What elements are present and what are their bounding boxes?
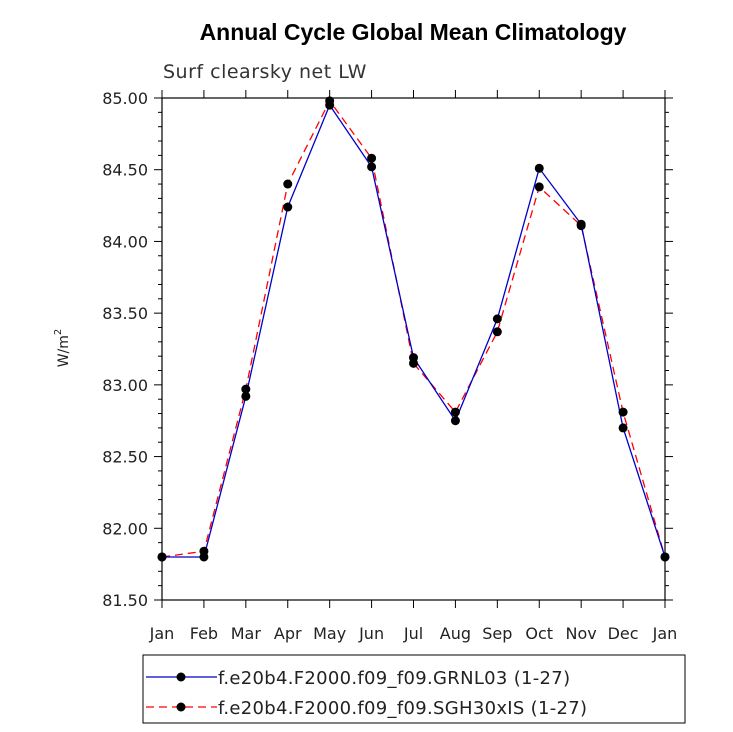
series-line-2 <box>161 99 666 558</box>
legend: f.e20b4.F2000.f09_f09.GRNL03 (1-27) f.e20… <box>146 668 587 719</box>
series-2-point <box>157 552 167 562</box>
y-tick-label: 84.00 <box>102 232 148 251</box>
series-line-1 <box>162 103 666 558</box>
series-lines <box>161 99 666 558</box>
series-1-point <box>618 423 628 433</box>
y-tick-label: 82.00 <box>102 519 148 538</box>
x-tick-label: Mar <box>231 624 262 643</box>
series-2-point <box>199 546 209 556</box>
legend-marker-2 <box>176 702 186 712</box>
chart-title: Annual Cycle Global Mean Climatology <box>200 19 627 45</box>
series-2-point <box>618 407 628 417</box>
x-tick-label: Jan <box>149 624 175 643</box>
y-axis-label: W/m2 <box>53 329 72 368</box>
legend-marker-1 <box>176 672 186 682</box>
plot-frame <box>161 97 666 601</box>
legend-label-2: f.e20b4.F2000.f09_f09.SGH30xIS (1-27) <box>218 698 587 719</box>
x-tick-label: Oct <box>525 624 553 643</box>
svg-text:W/m2: W/m2 <box>53 329 72 368</box>
chart-subtitle: Surf clearsky net LW <box>163 61 367 83</box>
series-1-point <box>534 163 544 173</box>
legend-box <box>142 654 686 724</box>
series-2-point <box>409 358 418 368</box>
series-2-point <box>660 552 670 562</box>
y-tick-labels: 81.50 82.00 82.50 83.00 83.50 84.00 84.50 85.00 <box>102 89 148 610</box>
x-tick-label: Dec <box>608 624 639 643</box>
y-tick-label: 81.50 <box>102 591 148 610</box>
series-2-point <box>576 221 586 231</box>
series-1-point <box>492 314 502 324</box>
series-2-point <box>325 96 335 106</box>
series-1-point <box>450 416 460 426</box>
axis-ticks <box>154 90 673 608</box>
series-1-point <box>367 162 377 172</box>
x-tick-label: Sep <box>482 624 512 643</box>
x-tick-label: Jul <box>403 624 423 643</box>
x-tick-label: May <box>313 624 346 643</box>
y-tick-label: 82.50 <box>102 448 148 467</box>
legend-label-1: f.e20b4.F2000.f09_f09.GRNL03 (1-27) <box>218 668 570 689</box>
series-markers <box>157 96 670 562</box>
y-axis-label-text: W/m <box>56 335 72 367</box>
y-tick-label: 83.50 <box>102 304 148 323</box>
series-2-point <box>283 179 293 189</box>
x-tick-label: Jun <box>358 624 384 643</box>
series-2-point <box>534 182 544 192</box>
series-2-point <box>450 407 460 417</box>
y-tick-label: 83.00 <box>102 376 148 395</box>
x-tick-label: Nov <box>566 624 597 643</box>
x-tick-label: Apr <box>274 624 302 643</box>
x-tick-label: Aug <box>440 624 471 643</box>
series-2-point <box>492 327 502 337</box>
series-2-point <box>241 384 251 394</box>
series-1-point <box>283 202 293 212</box>
y-tick-label: 84.50 <box>102 161 148 180</box>
x-tick-label: Feb <box>190 624 218 643</box>
y-tick-label: 85.00 <box>102 89 148 108</box>
series-2-point <box>367 153 377 163</box>
series-1-point <box>241 391 251 401</box>
x-tick-label: Jan <box>652 624 678 643</box>
x-tick-labels: Jan Feb Mar Apr May Jun Jul Aug Sep Oct Nov Dec Jan <box>149 624 678 643</box>
y-axis-label-superscript: 2 <box>53 329 64 335</box>
